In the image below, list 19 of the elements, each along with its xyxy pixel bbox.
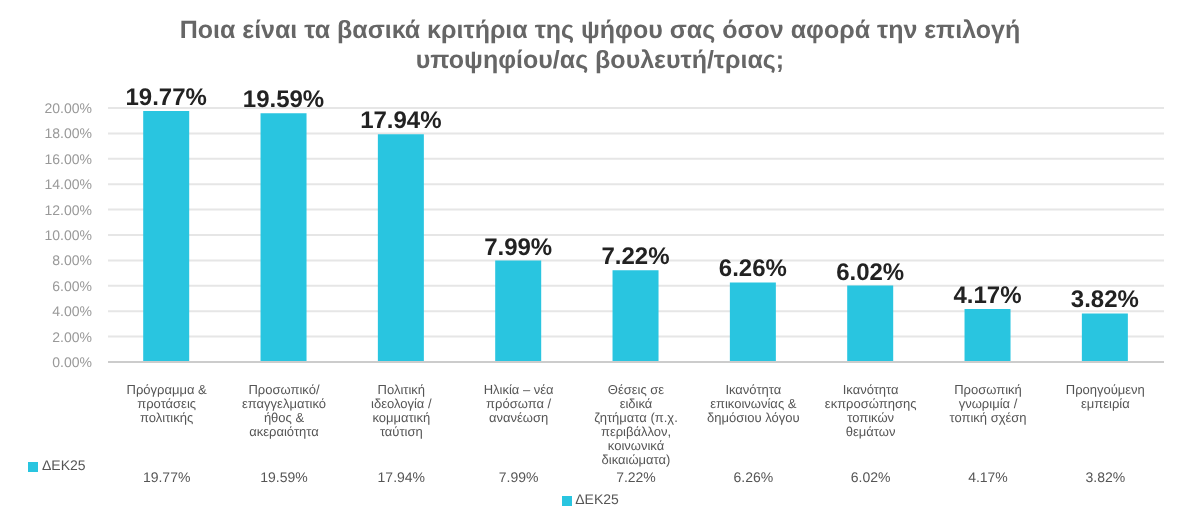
bar	[847, 285, 894, 362]
text: 6.26%	[718, 254, 787, 283]
text: 7.22%	[601, 242, 670, 271]
bar	[377, 134, 424, 362]
bar	[143, 110, 190, 362]
text: 3.82%	[1070, 285, 1139, 314]
bar	[260, 113, 307, 362]
text: 19.59%	[242, 85, 325, 114]
bar	[495, 260, 542, 362]
bar	[1081, 313, 1128, 362]
text: 19.77%	[125, 82, 207, 111]
bar	[612, 270, 659, 362]
chart-title: Ποια είναι τα βασικά κριτήρια της ψήφου σας όσον αφορά την επιλογή υποψηφίου/ας βουλευτή/τριας;	[177, 16, 1023, 78]
text: 7.99%	[484, 232, 553, 261]
text: 17.94%	[360, 106, 442, 135]
bar	[729, 282, 776, 362]
text: 6.02%	[836, 257, 905, 286]
bar	[964, 309, 1011, 362]
text: 4.17%	[953, 281, 1022, 310]
